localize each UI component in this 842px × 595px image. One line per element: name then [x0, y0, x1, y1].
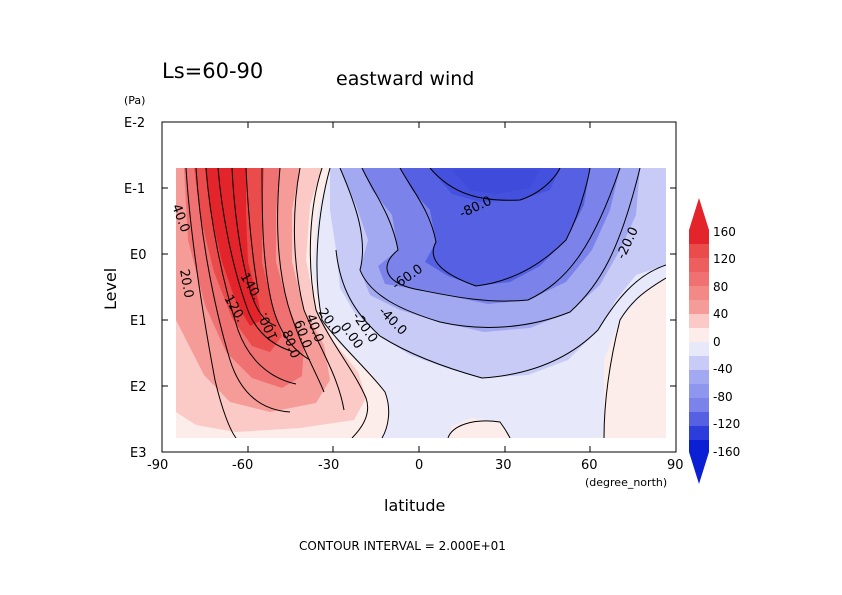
fill-pos-ne [604, 278, 666, 438]
contour-fills [176, 168, 666, 438]
x-axis-label: latitude [384, 496, 445, 515]
colorbar-label: 80 [713, 280, 728, 294]
colorbar-label: -40 [713, 362, 733, 376]
colorbar-label: 120 [713, 252, 736, 266]
x-tick-label: 60 [581, 458, 598, 473]
colorbar-label: -160 [713, 445, 740, 459]
colorbar-bin [689, 412, 709, 426]
fill-neg-100 [400, 168, 590, 286]
y-tick-label: E-2 [124, 116, 145, 131]
contour-lines [185, 168, 666, 438]
y-unit: (Pa) [124, 94, 145, 107]
colorbar-bin [689, 384, 709, 398]
x-tick-label: 0 [415, 458, 423, 473]
y-tick-label: E1 [130, 314, 147, 329]
y-axis: E-2 E-1 E0 E1 E2 E3 [124, 116, 676, 461]
colorbar-label: 40 [713, 307, 728, 321]
colorbar-bin [689, 356, 709, 370]
x-axis: -90 -60 -30 0 30 60 90 [147, 122, 684, 473]
colorbar-bin [689, 272, 709, 286]
x-tick-label: -90 [147, 458, 168, 473]
colorbar-bin [689, 244, 709, 258]
colorbar-bin [689, 370, 709, 384]
colorbar-top-arrow [689, 198, 709, 230]
chart-title: eastward wind [336, 68, 474, 90]
colorbar-bin [689, 426, 709, 440]
x-tick-label: -60 [232, 458, 253, 473]
colorbar-label: -80 [713, 390, 733, 404]
contour-interval: CONTOUR INTERVAL = 2.000E+01 [299, 539, 506, 553]
contour-label: 20.0 [176, 268, 196, 299]
y-tick-label: E-1 [124, 182, 145, 197]
colorbar-bin [689, 286, 709, 300]
colorbar-label: -120 [713, 417, 740, 431]
y-tick-label: E3 [130, 446, 147, 461]
colorbar-bin [689, 328, 709, 342]
colorbar-label: 160 [713, 225, 736, 239]
x-tick-label: 30 [495, 458, 512, 473]
x-unit: (degree_north) [585, 476, 667, 489]
fill-pos-bottom [448, 418, 510, 438]
colorbar-bin [689, 398, 709, 412]
colorbar-label: 0 [713, 335, 721, 349]
x-tick-label: 90 [667, 458, 684, 473]
fill-neg-deep [452, 170, 540, 194]
y-axis-label: Level [101, 268, 120, 310]
y-tick-label: E2 [130, 380, 147, 395]
colorbar-bin [689, 258, 709, 272]
colorbar-bin [689, 314, 709, 328]
fill-pos-140 [205, 168, 262, 326]
colorbar-bin [689, 440, 709, 452]
colorbar-bin [689, 342, 709, 356]
season-label: Ls=60-90 [162, 59, 263, 83]
colorbar-bin [689, 230, 709, 244]
colorbar: 160 120 80 40 0 -40 -80 -120 -160 [689, 198, 740, 484]
colorbar-bottom-arrow [689, 452, 709, 484]
x-tick-label: -30 [318, 458, 339, 473]
colorbar-bin [689, 300, 709, 314]
y-tick-label: E0 [130, 248, 147, 263]
